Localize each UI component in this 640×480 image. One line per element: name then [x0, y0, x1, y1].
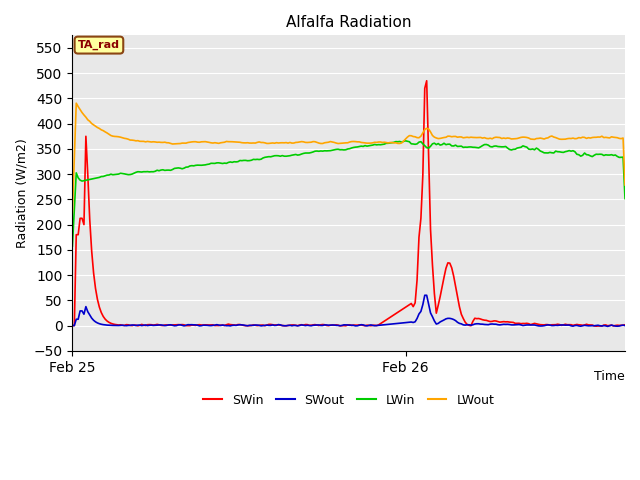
Text: Time: Time [595, 370, 625, 383]
Text: TA_rad: TA_rad [78, 40, 120, 50]
Y-axis label: Radiation (W/m2): Radiation (W/m2) [15, 138, 28, 248]
Legend: SWin, SWout, LWin, LWout: SWin, SWout, LWin, LWout [198, 389, 499, 411]
Title: Alfalfa Radiation: Alfalfa Radiation [286, 15, 412, 30]
